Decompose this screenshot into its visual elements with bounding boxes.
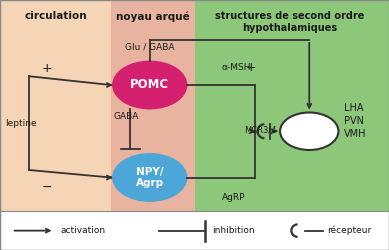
Text: NPY/
Agrp: NPY/ Agrp [136, 167, 164, 188]
Text: LHA
PVN
VMH: LHA PVN VMH [344, 103, 367, 140]
Text: structures de second ordre
hypothalamiques: structures de second ordre hypothalamiqu… [215, 11, 364, 33]
Text: GABA: GABA [114, 112, 139, 121]
Circle shape [280, 112, 338, 150]
Text: −: − [42, 181, 52, 194]
Circle shape [113, 61, 187, 109]
Text: circulation: circulation [25, 11, 87, 21]
Text: Glu / GABA: Glu / GABA [125, 42, 175, 51]
Text: activation: activation [60, 226, 105, 235]
Text: +: + [41, 62, 52, 75]
Circle shape [113, 154, 187, 201]
Text: α-MSH: α-MSH [222, 64, 251, 72]
Text: AgRP: AgRP [222, 194, 245, 202]
Text: noyau arqué: noyau arqué [116, 11, 189, 22]
Text: leptine: leptine [5, 119, 37, 128]
Text: récepteur: récepteur [327, 226, 371, 235]
Text: MCR3/4: MCR3/4 [244, 126, 276, 134]
Text: inhibition: inhibition [212, 226, 255, 235]
Bar [0, 211, 389, 250]
Text: POMC: POMC [130, 78, 169, 92]
Bar [194, 0, 389, 211]
Bar [111, 0, 194, 211]
Bar [0, 0, 111, 211]
Text: +: + [245, 61, 256, 74]
